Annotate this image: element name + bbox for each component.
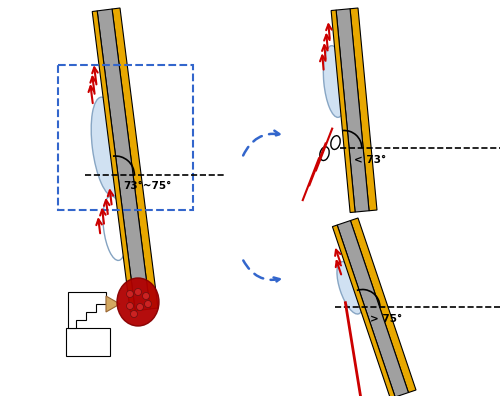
Polygon shape — [350, 8, 377, 211]
Ellipse shape — [117, 278, 159, 326]
Circle shape — [130, 310, 138, 318]
Circle shape — [126, 303, 134, 310]
Ellipse shape — [91, 97, 124, 196]
Text: 73°~75°: 73°~75° — [124, 181, 172, 191]
Circle shape — [134, 289, 141, 295]
Polygon shape — [350, 218, 416, 392]
Ellipse shape — [103, 196, 126, 261]
Polygon shape — [332, 225, 395, 396]
Bar — [58, 65, 193, 210]
Ellipse shape — [324, 46, 346, 117]
Circle shape — [126, 291, 134, 297]
Polygon shape — [331, 10, 355, 213]
Circle shape — [144, 301, 152, 308]
Polygon shape — [112, 8, 158, 309]
Ellipse shape — [337, 261, 363, 314]
Polygon shape — [68, 292, 106, 328]
Polygon shape — [97, 9, 150, 311]
Circle shape — [142, 293, 150, 299]
Circle shape — [136, 303, 143, 310]
Text: > 75°: > 75° — [370, 314, 402, 324]
Polygon shape — [92, 11, 135, 312]
Bar — [66, 328, 110, 356]
Polygon shape — [106, 296, 120, 312]
Polygon shape — [336, 9, 369, 212]
Polygon shape — [337, 221, 408, 396]
Text: < 73°: < 73° — [354, 155, 386, 165]
